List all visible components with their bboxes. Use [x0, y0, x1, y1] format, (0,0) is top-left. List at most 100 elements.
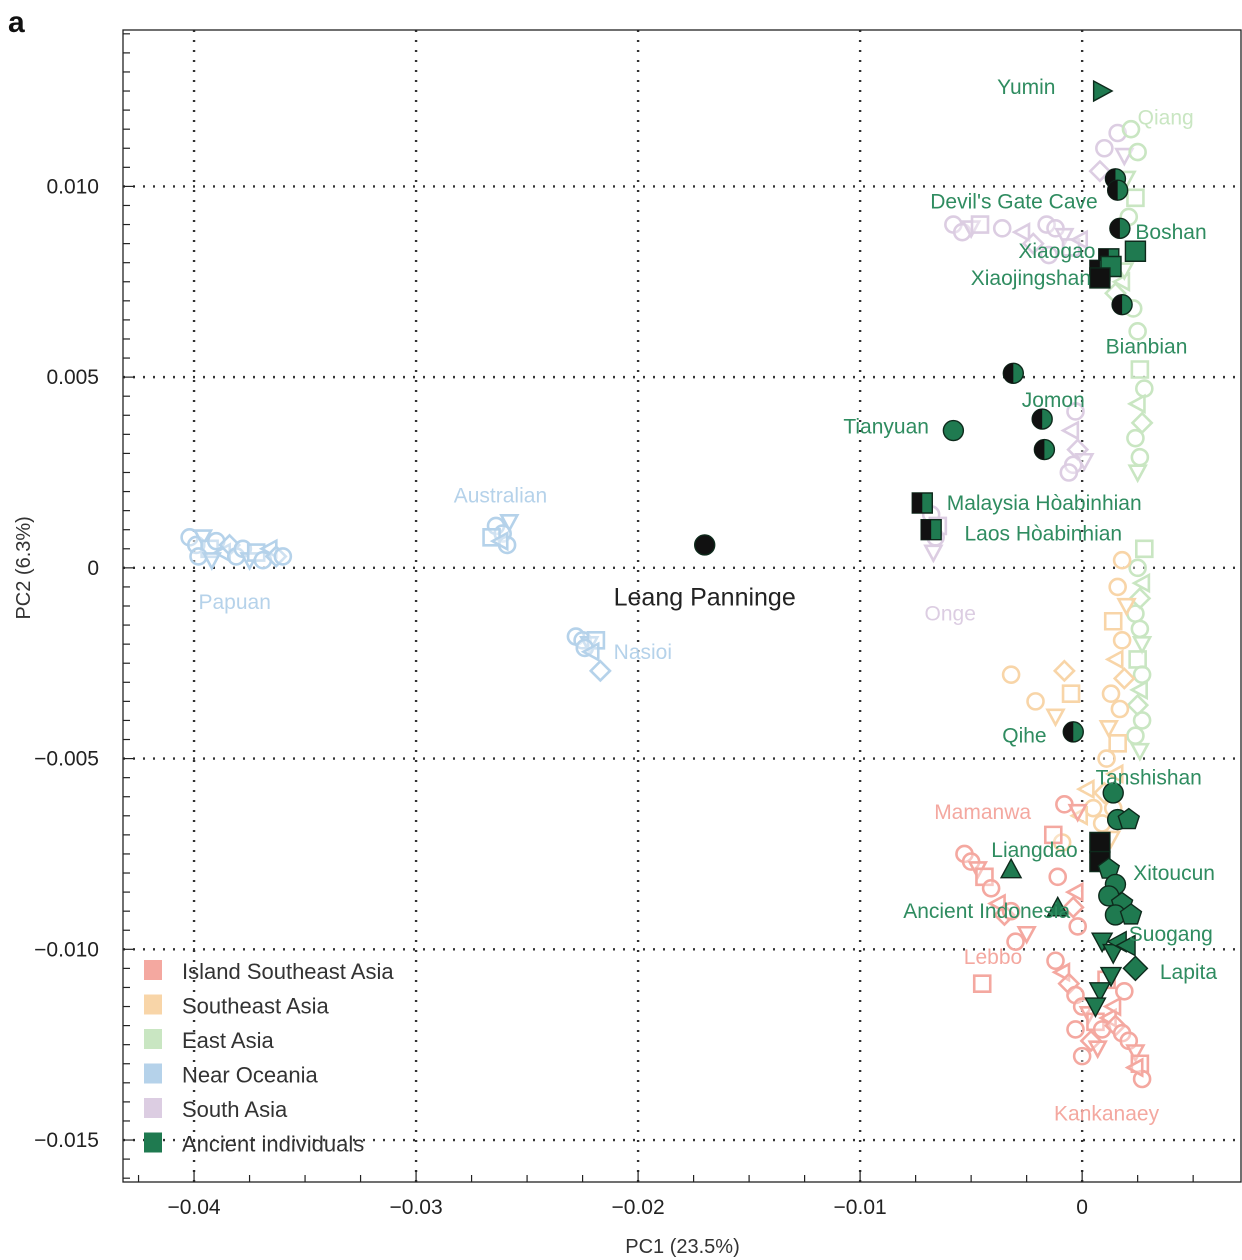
ancient-sample-point: [1102, 782, 1124, 804]
population-label: Australian: [454, 484, 547, 507]
modern-sample-point: [1072, 1046, 1092, 1066]
population-label: Yumin: [997, 76, 1055, 99]
ancient-sample-point: [1046, 895, 1069, 917]
ancient-sample-point: [1117, 807, 1141, 830]
y-tick-label: 0.010: [46, 175, 99, 198]
modern-sample-point: [1128, 142, 1147, 162]
modern-sample-point: [1016, 925, 1037, 945]
modern-sample-point: [1126, 428, 1145, 448]
modern-sample-point: [1131, 636, 1153, 655]
x-axis-title: PC1 (23.5%): [625, 1236, 740, 1258]
x-tick-label: 0: [1076, 1196, 1088, 1219]
modern-sample-point: [1112, 667, 1136, 690]
population-label: Tanshishan: [1096, 767, 1202, 790]
modern-sample-point: [1135, 539, 1154, 559]
population-label: Xiaojingshan: [971, 267, 1091, 290]
population-label: Ancient Indonesia: [903, 900, 1070, 923]
modern-sample-point: [992, 218, 1012, 238]
modern-sample-point: [1114, 147, 1135, 167]
modern-sample-point: [1104, 649, 1124, 670]
modern-sample-point: [923, 544, 944, 564]
modern-sample-point: [1039, 245, 1059, 265]
modern-sample-point: [1067, 803, 1088, 823]
panel-letter: a: [8, 6, 25, 39]
legend-swatch: [144, 994, 162, 1015]
ancient-sample-point: [694, 534, 716, 556]
modern-sample-point: [489, 530, 509, 552]
population-label: Qihe: [1002, 725, 1046, 748]
ancient-sample-point-half: [1109, 218, 1120, 239]
modern-sample-point: [1115, 982, 1134, 1001]
y-axis-ticks: 0.010 0.005 0 −0.005 −0.010 −0.015: [34, 33, 135, 1179]
ancient-sample-point-half: [1063, 721, 1074, 742]
x-axis-ticks: −0.04 −0.03 −0.02 −0.01 0: [137, 1170, 1194, 1219]
ancient-sample-point: [1089, 267, 1111, 289]
modern-sample-point: [1103, 611, 1123, 631]
legend-swatch: [144, 960, 162, 980]
modern-sample-point: [1045, 708, 1066, 728]
legend-swatch: [144, 1063, 162, 1084]
population-label: Malaysia Hòabinhian: [947, 492, 1142, 515]
ancient-sample-point: [1088, 982, 1112, 1003]
population-label: Leang Panninge: [614, 583, 796, 611]
modern-sample-point: [1046, 951, 1065, 970]
population-label: Xitoucun: [1133, 862, 1215, 885]
modern-sample-point: [1135, 379, 1154, 398]
ancient-sample-point: [1099, 966, 1123, 988]
modern-sample-point: [1097, 749, 1116, 768]
modern-sample-point: [1108, 123, 1127, 143]
modern-sample-point: [1104, 763, 1124, 785]
modern-sample-point: [1074, 452, 1095, 472]
modern-sample-point: [1108, 577, 1127, 597]
x-tick-label: −0.01: [834, 1196, 887, 1219]
modern-sample-point: [201, 552, 222, 571]
x-tick-label: −0.02: [612, 1196, 665, 1219]
modern-sample-point: [1132, 665, 1152, 684]
population-label: Suogang: [1129, 923, 1213, 946]
modern-sample-point: [1043, 825, 1063, 845]
legend-label: Southeast Asia: [182, 994, 330, 1019]
modern-sample-point: [1112, 551, 1132, 570]
modern-sample-point: [1126, 393, 1146, 415]
modern-sample-point: [1011, 221, 1031, 243]
population-label: Tianyuan: [843, 416, 929, 439]
population-labels: Yumin Qiang Devil's Gate Cave Boshan Xiaogao…: [198, 76, 1217, 1125]
population-label: Kankanaey: [1054, 1102, 1160, 1125]
modern-sample-point: [1129, 742, 1151, 762]
y-tick-label: −0.015: [34, 1129, 99, 1152]
population-label: Papuan: [198, 591, 270, 614]
modern-sample-point: [1075, 778, 1095, 800]
population-label: Mamanwa: [934, 801, 1031, 824]
population-label: Devil's Gate Cave: [930, 191, 1097, 214]
ancient-sample-point-half: [1032, 409, 1043, 430]
y-tick-label: 0: [87, 557, 99, 580]
modern-sample-point: [1108, 734, 1127, 753]
modern-sample-point: [499, 513, 520, 533]
legend-swatch: [144, 1029, 162, 1049]
ancient-sample-point: [1090, 932, 1114, 954]
ancient-sample-point: [1119, 903, 1143, 925]
population-label: Laos Hòabinhian: [964, 523, 1122, 546]
y-tick-label: 0.005: [46, 366, 99, 389]
modern-sample-point: [1069, 229, 1089, 250]
modern-sample-point: [273, 547, 293, 566]
population-label: Lapita: [1160, 961, 1218, 984]
modern-sample-point: [1088, 159, 1112, 183]
ancient-sample-point: [1084, 997, 1107, 1019]
modern-sample-point: [1110, 699, 1130, 719]
population-label: Lebbo: [964, 946, 1022, 969]
modern-sample-point: [1061, 684, 1081, 704]
population-label: Bianbian: [1106, 336, 1188, 359]
modern-sample-point: [1087, 1040, 1108, 1060]
modern-sample-point: [1116, 597, 1137, 617]
modern-sample-point: [1102, 996, 1122, 1017]
ancient-sample-point-half: [921, 519, 932, 540]
ancient-sample-point: [1089, 831, 1111, 854]
modern-sample-point: [1064, 881, 1084, 903]
legend-label: Ancient individuals: [182, 1132, 364, 1157]
population-label: Nasioi: [614, 641, 672, 664]
modern-sample-point: [1128, 558, 1147, 578]
x-tick-label: −0.04: [167, 1196, 220, 1219]
modern-sample-point: [1066, 402, 1085, 421]
